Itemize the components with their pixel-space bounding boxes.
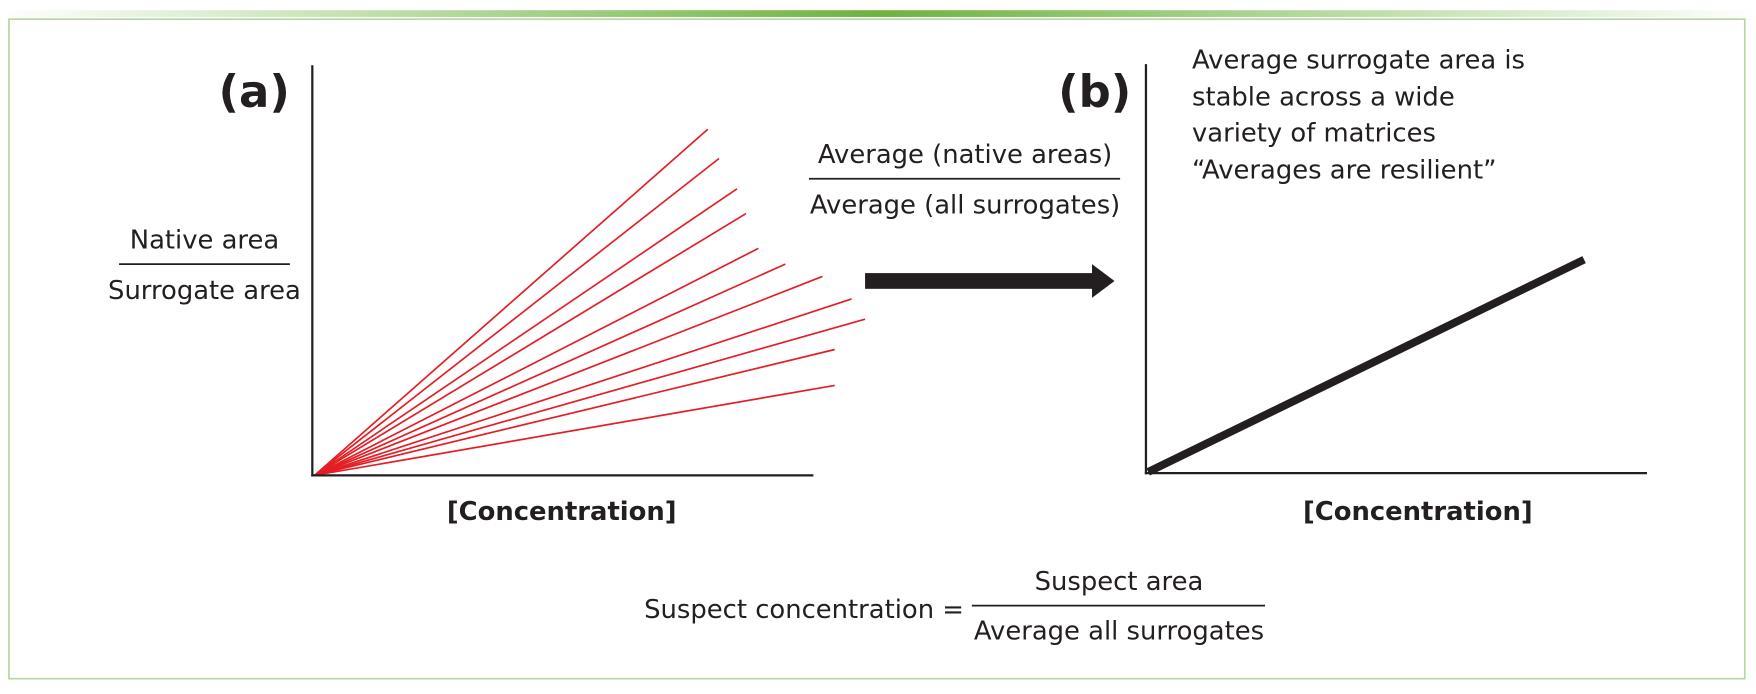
formula-numerator: Suspect area (1035, 567, 1204, 597)
top-bar (0, 10, 1756, 17)
red-line (314, 212, 747, 477)
transform-numerator: Average (native areas) (818, 140, 1112, 170)
note-line: stable across a wide (1192, 83, 1455, 113)
arrow-shaft (865, 273, 1096, 289)
red-line (314, 263, 786, 477)
red-line (314, 157, 720, 476)
red-line (314, 384, 835, 477)
red-line (314, 318, 866, 477)
y-label-numerator: Native area (130, 225, 279, 255)
formula-lhs: Suspect concentration = (644, 595, 964, 625)
formula-denominator: Average all surrogates (974, 616, 1264, 646)
x-label: [Concentration] (1303, 497, 1533, 527)
x-label: [Concentration] (447, 497, 677, 527)
red-line (314, 275, 823, 477)
red-line (314, 188, 738, 477)
y-label-denominator: Surrogate area (108, 276, 301, 306)
panel-a (314, 128, 866, 477)
red-line (314, 348, 835, 477)
panel-label: (a) (218, 65, 289, 118)
red-line (314, 128, 709, 476)
note-line: variety of matrices (1192, 119, 1436, 149)
average-line (1146, 256, 1586, 476)
arrow-head (1092, 264, 1115, 298)
note-line: “Averages are resilient” (1192, 156, 1496, 186)
red-line (314, 298, 852, 477)
red-line (314, 247, 759, 477)
transform-denominator: Average (all surrogates) (810, 191, 1120, 221)
panel-label: (b) (1058, 65, 1131, 118)
frame (8, 18, 1746, 680)
note-line: Average surrogate area is (1192, 46, 1525, 76)
